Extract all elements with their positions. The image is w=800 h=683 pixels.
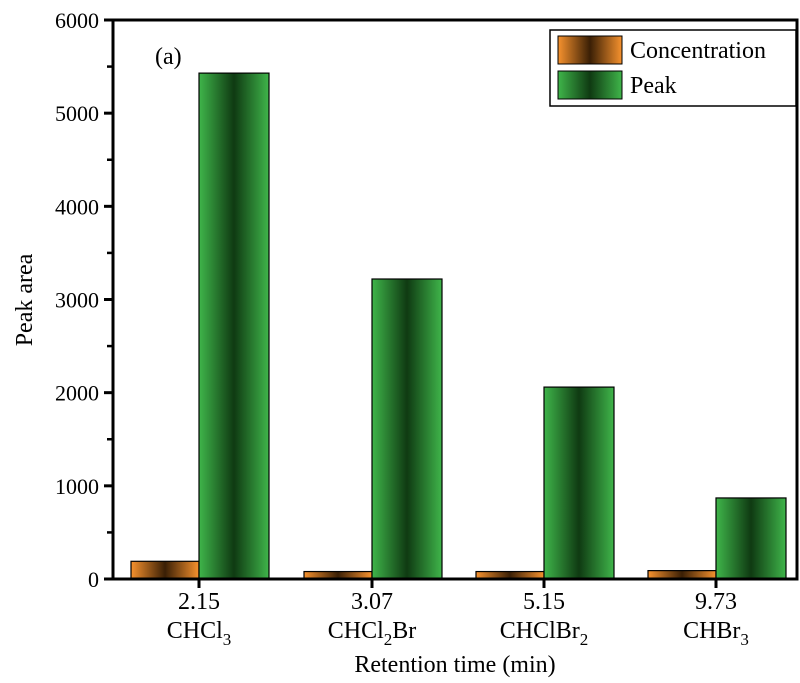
x-tick-compound: CHCl3: [167, 618, 232, 649]
y-tick-label: 0: [88, 567, 99, 592]
x-axis-title: Retention time (min): [354, 652, 555, 678]
bar-peak: [543, 386, 615, 580]
x-tick-compound: CHCl2Br: [328, 618, 417, 649]
y-tick-label: 6000: [55, 8, 99, 33]
legend-label-peak: Peak: [630, 73, 677, 99]
x-tick-time: 2.15: [178, 589, 220, 615]
y-tick-label: 5000: [55, 101, 99, 126]
x-axis-labels: 2.15 CHCl3 3.07 CHCl2Br 5.15 CHClBr2 9.73 CHBr3: [167, 579, 749, 649]
y-tick-label: 4000: [55, 194, 99, 219]
bar-peak: [715, 497, 787, 580]
x-tick-compound: CHClBr2: [500, 618, 589, 649]
bar-peak: [371, 278, 443, 580]
y-tick-label: 3000: [55, 288, 99, 313]
x-tick-compound: CHBr3: [683, 618, 749, 649]
panel-label: (a): [155, 44, 182, 70]
legend: Concentration Peak: [549, 29, 797, 107]
y-tick-label: 1000: [55, 474, 99, 499]
x-tick-time: 5.15: [523, 589, 565, 615]
x-tick-time: 3.07: [351, 589, 393, 615]
legend-swatch-concentration: [557, 35, 623, 65]
legend-label-concentration: Concentration: [630, 38, 766, 64]
bar-peak: [198, 72, 270, 580]
bar-concentration: [130, 560, 200, 580]
x-tick-time: 9.73: [695, 589, 737, 615]
y-axis-title: Peak area: [12, 253, 38, 346]
y-tick-label: 2000: [55, 381, 99, 406]
legend-swatch-peak: [557, 70, 623, 100]
y-axis-ticks: 0 1000 2000 3000 4000 5000 6000: [55, 8, 113, 592]
bars-layer: [130, 72, 787, 580]
